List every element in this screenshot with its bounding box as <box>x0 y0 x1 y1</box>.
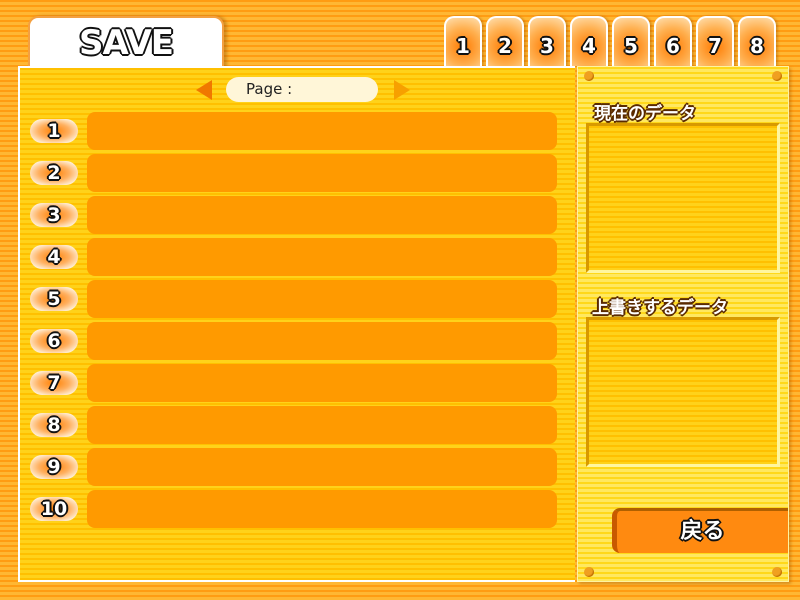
save-slot-button[interactable] <box>87 154 557 192</box>
save-slot-button[interactable] <box>87 406 557 444</box>
page-tab-6[interactable]: 6 <box>654 16 692 66</box>
save-slot-button[interactable] <box>87 196 557 234</box>
screen-title: SAVE <box>78 23 174 63</box>
slot-number: 8 <box>30 413 78 437</box>
save-slot-button[interactable] <box>87 364 557 402</box>
current-data-label: 現在のデータ <box>594 104 696 124</box>
save-slot-row[interactable]: 9 <box>30 448 558 486</box>
bolt-icon <box>584 567 594 577</box>
slot-number: 5 <box>30 287 78 311</box>
save-slot-button[interactable] <box>87 280 557 318</box>
save-title-tab: SAVE <box>28 16 224 68</box>
save-slot-row[interactable]: 5 <box>30 280 558 318</box>
back-button-label: 戻る <box>680 519 725 544</box>
slot-number: 1 <box>30 119 78 143</box>
page-tab-3[interactable]: 3 <box>528 16 566 66</box>
slot-number: 7 <box>30 371 78 395</box>
prev-page-arrow-icon[interactable] <box>196 80 212 100</box>
page-tab-1[interactable]: 1 <box>444 16 482 66</box>
save-slot-button[interactable] <box>87 238 557 276</box>
save-slot-row[interactable]: 10 <box>30 490 558 528</box>
save-slot-row[interactable]: 7 <box>30 364 558 402</box>
slot-number: 6 <box>30 329 78 353</box>
info-panel: 現在のデータ 上書きするデータ <box>577 66 789 582</box>
pager: Page : <box>196 77 410 103</box>
slot-number: 2 <box>30 161 78 185</box>
save-slot-row[interactable]: 4 <box>30 238 558 276</box>
save-slot-button[interactable] <box>87 322 557 360</box>
save-slot-row[interactable]: 3 <box>30 196 558 234</box>
page-tab-2[interactable]: 2 <box>486 16 524 66</box>
slot-number: 9 <box>30 455 78 479</box>
save-slot-row[interactable]: 2 <box>30 154 558 192</box>
save-slot-button[interactable] <box>87 448 557 486</box>
bolt-icon <box>772 71 782 81</box>
save-slot-row[interactable]: 6 <box>30 322 558 360</box>
slot-number: 4 <box>30 245 78 269</box>
save-slot-row[interactable]: 1 <box>30 112 558 150</box>
page-label: Page : <box>226 77 378 102</box>
page-tab-5[interactable]: 5 <box>612 16 650 66</box>
page-tab-4[interactable]: 4 <box>570 16 608 66</box>
overwrite-data-label: 上書きするデータ <box>592 298 728 318</box>
save-slot-button[interactable] <box>87 112 557 150</box>
page-tab-7[interactable]: 7 <box>696 16 734 66</box>
current-data-box <box>586 123 780 273</box>
slot-number: 3 <box>30 203 78 227</box>
page-tab-8[interactable]: 8 <box>738 16 776 66</box>
slot-number: 10 <box>30 497 78 521</box>
back-button[interactable]: 戻る <box>612 508 788 553</box>
save-slot-row[interactable]: 8 <box>30 406 558 444</box>
bolt-icon <box>772 567 782 577</box>
overwrite-data-box <box>586 317 780 467</box>
next-page-arrow-icon[interactable] <box>394 80 410 100</box>
save-slot-button[interactable] <box>87 490 557 528</box>
bolt-icon <box>584 71 594 81</box>
